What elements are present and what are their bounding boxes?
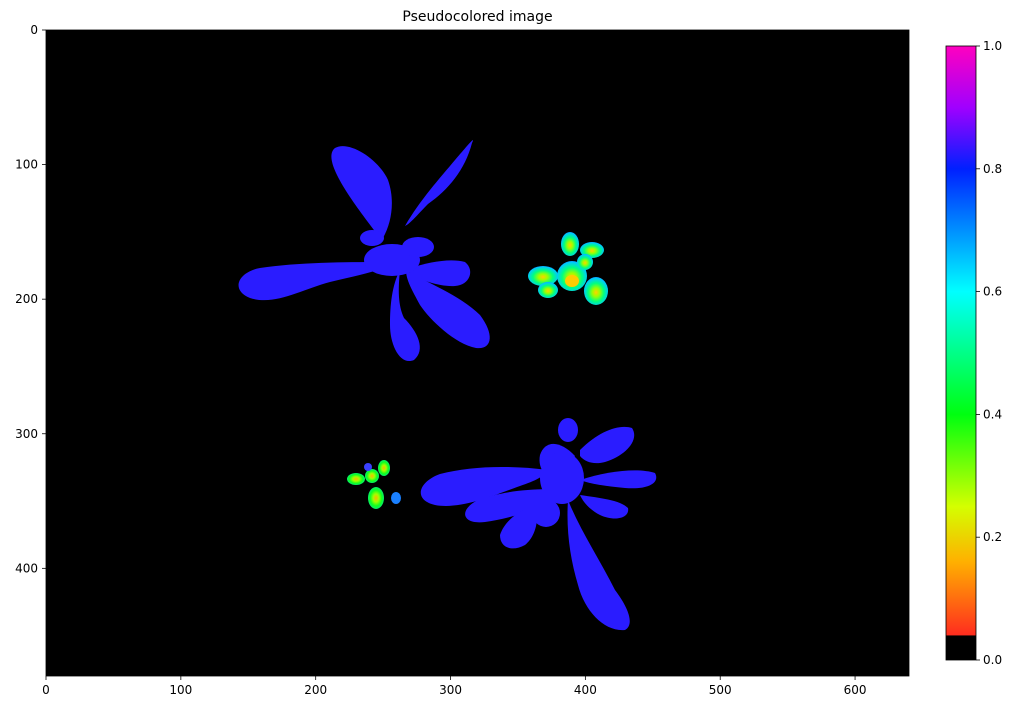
x-tick-label: 300 [439,683,462,697]
y-tick-label: 0 [30,23,38,37]
y-tick-label: 400 [15,561,38,575]
colorbar-ticks: 0.0 0.2 0.4 0.6 0.8 1.0 [976,39,1002,667]
plant-upper-right-core [565,275,579,287]
x-tick-label: 100 [169,683,192,697]
plant-upper-right [528,232,608,305]
plant-lower-right [420,418,657,631]
colorbar-tick-label: 1.0 [983,39,1002,53]
image-background [46,30,909,676]
colorbar-tick-label: 0.2 [983,530,1002,544]
colorbar-tick-label: 0.6 [983,285,1002,299]
colorbar-tick-label: 0.8 [983,162,1002,176]
x-tick-label: 500 [709,683,732,697]
image-content [238,140,657,631]
x-tick-label: 400 [574,683,597,697]
colorbar: 0.0 0.2 0.4 0.6 0.8 1.0 [945,39,1002,667]
image-axes [45,29,910,677]
y-tick-label: 300 [15,427,38,441]
plant-lower-left-dot [364,463,372,471]
chart-title: Pseudocolored image [402,9,552,25]
x-tick-label: 200 [304,683,327,697]
x-axis: 0 100 200 300 400 500 600 [42,676,867,697]
colorbar-tick-label: 0.0 [983,653,1002,667]
y-axis: 0 100 200 300 400 [15,23,46,575]
colorbar-under-region [946,635,976,660]
colorbar-tick-label: 0.4 [983,407,1002,421]
colorbar-gradient [946,46,976,660]
colorbar-frame [945,45,977,661]
y-tick-label: 100 [15,158,38,172]
plant-lower-left [347,460,390,509]
x-tick-label: 0 [42,683,50,697]
plant-lower-left-side-leaf [391,492,401,504]
y-tick-label: 200 [15,292,38,306]
plant-upper-left [238,140,490,362]
x-tick-label: 600 [844,683,867,697]
image-axes-frame [45,29,910,677]
